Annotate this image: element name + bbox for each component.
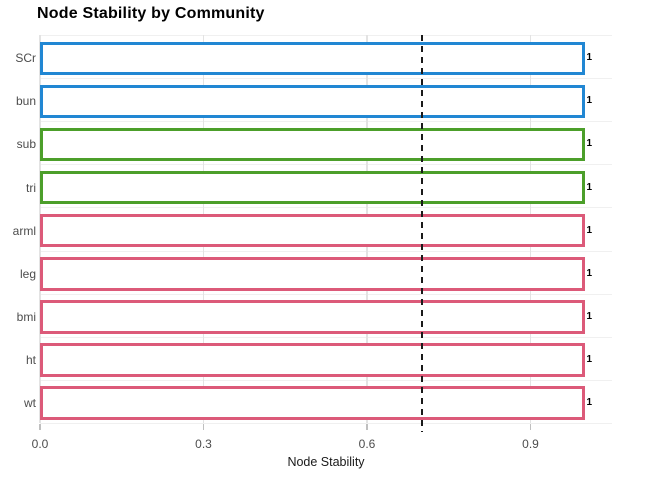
bar-value-label: 1 (586, 397, 593, 409)
reference-line (420, 35, 423, 432)
gridline-y-minor (40, 35, 612, 36)
bar-value-label: 1 (586, 52, 593, 64)
gridline-y-minor (40, 379, 612, 381)
y-tick-label-leg: leg (19, 266, 36, 281)
bar-value-label: 1 (586, 138, 593, 150)
x-tick-label: 0.0 (31, 437, 49, 451)
y-tick-label-arml: arml (12, 223, 36, 238)
x-tick-mark (529, 424, 532, 430)
gridline-y-minor (40, 422, 612, 424)
gridline-y-minor (40, 250, 612, 252)
bar-ht (40, 343, 585, 377)
x-tick-mark (366, 424, 368, 430)
y-tick-label-bmi: bmi (16, 309, 36, 324)
chart-title: Node Stability by Community (37, 5, 265, 22)
x-tick-label: 0.6 (358, 437, 376, 451)
y-tick-label-wt: wt (24, 396, 36, 411)
gridline-y-minor (40, 293, 612, 295)
bar-leg (40, 257, 585, 291)
y-tick-label-bun: bun (15, 94, 36, 109)
bar-value-label: 1 (586, 95, 593, 107)
gridline-y-minor (40, 164, 612, 166)
bar-sub (40, 127, 585, 162)
y-tick-label-sub: sub (16, 137, 36, 152)
bar-arml (40, 213, 585, 248)
x-axis-title: Node Stability (287, 455, 365, 469)
bar-value-label: 1 (586, 353, 593, 365)
y-tick-label-ht: ht (25, 352, 36, 367)
x-tick-mark (202, 424, 205, 430)
bar-bmi (40, 300, 585, 334)
y-tick-label-tri: tri (26, 180, 36, 195)
bar-value-label: 1 (586, 310, 593, 322)
bar-SCr (40, 41, 585, 75)
bar-tri (40, 170, 585, 205)
gridline-y-minor (40, 78, 612, 80)
x-tick-mark (39, 424, 41, 430)
bar-value-label: 1 (586, 181, 593, 193)
bar-wt (40, 386, 585, 420)
bar-bun (40, 84, 585, 119)
x-tick-label: 0.3 (195, 437, 212, 451)
bar-value-label: 1 (586, 267, 593, 279)
gridline-y-minor (40, 336, 612, 338)
x-tick-label: 0.9 (522, 437, 539, 451)
gridline-y-minor (40, 121, 612, 123)
gridline-y-minor (40, 207, 612, 209)
y-tick-label-SCr: SCr (15, 51, 36, 66)
bar-value-label: 1 (586, 224, 593, 236)
